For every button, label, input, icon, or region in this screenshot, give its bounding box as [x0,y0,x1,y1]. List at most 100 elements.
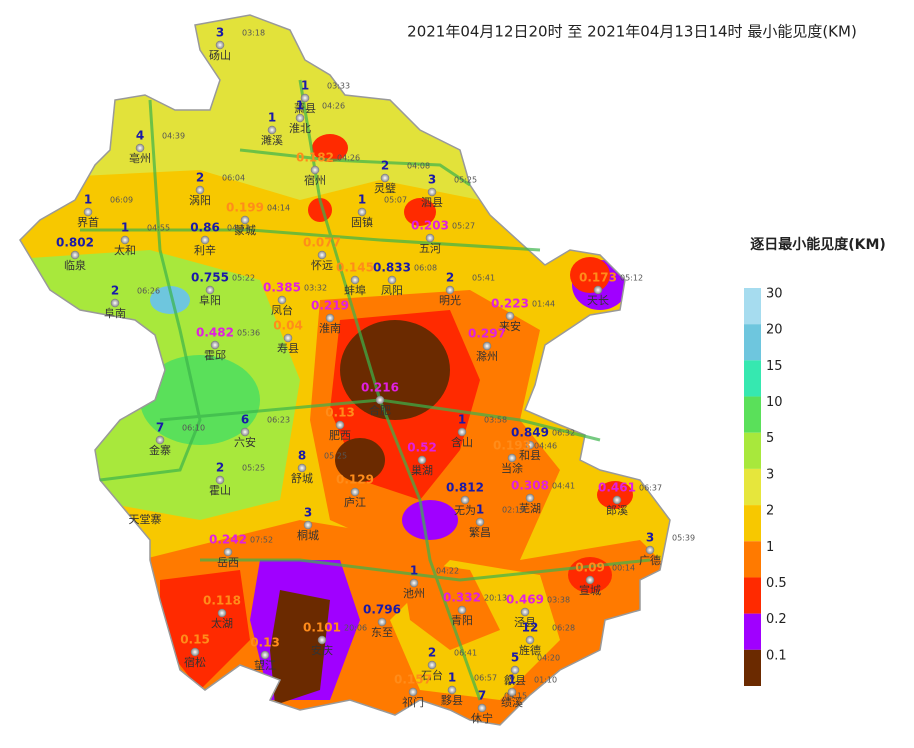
station-time: 06:28 [552,624,575,633]
station-time: 20:13 [484,594,507,603]
station-marker [585,575,595,585]
station-name: 望江 [254,659,276,672]
legend: 30 20 15 10 5 3 2 1 0.5 0.2 0.1 [744,287,787,686]
station-value: 0.173 [579,271,617,285]
station-marker [303,520,313,530]
station-marker [427,660,437,670]
station-name: 泾县 [514,616,536,629]
station-value: 0.13 [250,636,280,650]
station-name: 宿松 [184,655,206,669]
station-time: 03:33 [327,82,350,91]
station-marker [520,607,530,617]
station-time: 02:19 [502,506,525,515]
map-title: 2021年04月12日20时 至 2021年04月13日14时 最小能见度(KM… [407,23,857,41]
station-value: 0.199 [226,201,264,215]
station-value: 0.219 [311,299,349,313]
station-time: 04:46 [534,442,557,451]
station-value: 0.118 [203,594,241,608]
station-name: 界首 [77,215,99,229]
station-name: 广德 [639,553,661,567]
station-time: 01:10 [534,676,557,685]
station-time: 04:20 [537,654,560,663]
station-marker [215,40,225,50]
station-name: 旌德 [519,643,541,657]
station-marker [240,215,250,225]
station-name: 固镇 [351,215,373,229]
station-value: 3 [304,506,312,520]
station-name: 金寨 [149,443,171,457]
station-marker [447,685,457,695]
station-name: 歙县 [504,673,526,687]
station-value: 3 [216,26,224,40]
station-marker [135,143,145,153]
legend-swatch [744,649,761,686]
station-value: 1 [301,79,309,93]
legend-swatch [744,613,761,650]
station-time: 06:57 [474,674,497,683]
station-name: 亳州 [129,151,151,165]
station-name: 无为 [454,504,476,517]
station-time: 04:22 [436,567,459,576]
station-value: 0.802 [56,236,94,250]
station-marker [260,650,270,660]
station-marker [350,487,360,497]
station-marker [507,687,517,697]
station-name: 寿县 [277,341,299,355]
station-name: 庐江 [344,495,366,509]
station-marker [477,703,487,713]
station-name: 怀远 [311,259,333,272]
station-marker [425,233,435,243]
visibility-field [20,15,670,725]
station-name: 凤台 [271,303,293,317]
station-name: 合肥 [369,403,391,417]
station-time: 06:08 [414,264,437,273]
station-marker [210,340,220,350]
legend-label: 20 [766,323,783,338]
legend-label: 0.5 [766,576,787,591]
station-marker [295,113,305,123]
station-name: 阜阳 [199,294,221,307]
station-value: 0.812 [446,481,484,495]
station-time: 06:32 [552,429,575,438]
station-marker [195,185,205,195]
station-value: 0.193 [493,439,531,453]
station-marker [300,93,310,103]
station-name: 六安 [234,435,256,449]
place-label: 天堂寨 [129,512,162,526]
station-time: 01:44 [532,300,555,309]
legend-label: 0.2 [766,612,787,627]
station-time: 07:52 [250,536,273,545]
station-marker [317,250,327,260]
station-time: 20:06 [344,624,367,633]
station-name: 太湖 [211,617,233,630]
station-name: 砀山 [209,49,231,62]
station-name: 泗县 [421,196,443,209]
legend-label: 5 [766,431,774,446]
legend-swatch [744,288,761,325]
station-time: 05:07 [384,196,407,205]
station-time: 04:39 [162,132,185,141]
station-name: 凤阳 [381,284,403,297]
station-name: 繁昌 [469,525,491,539]
station-name: 蚌埠 [344,283,366,297]
station-name: 蒙城 [234,224,256,237]
station-time: 05:36 [237,329,260,338]
station-value: 1 [268,111,276,125]
legend-label: 2 [766,504,774,519]
station-name: 休宁 [471,711,493,725]
station-name: 萧县 [294,102,316,115]
station-name: 淮南 [319,322,341,335]
station-marker [645,545,655,555]
station-name: 天长 [587,294,609,307]
station-value: 1 [476,503,484,517]
station-value: 0.203 [411,219,449,233]
station-name: 郎溪 [606,503,628,517]
station-name: 舒城 [291,471,313,485]
station-value: 12 [522,621,539,635]
station-value: 0.849 [511,426,549,440]
legend-label: 1 [766,540,774,555]
station-marker [380,173,390,183]
station-marker [120,235,130,245]
station-name: 黟县 [441,694,463,707]
station-time: 05:22 [232,274,255,283]
